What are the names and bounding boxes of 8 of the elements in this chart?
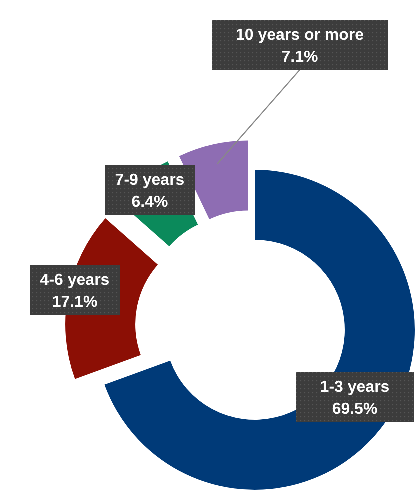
slice-label: 4-6 years: [40, 272, 110, 289]
data-label: 6.4%: [132, 194, 168, 211]
data-label: 7.1%: [282, 49, 318, 66]
slice-label: 7-9 years: [115, 172, 185, 189]
data-label: 17.1%: [52, 294, 98, 311]
slice-label: 10 years or more: [236, 27, 364, 44]
data-label: 69.5%: [332, 401, 378, 418]
slice-label: 1-3 years: [320, 379, 390, 396]
